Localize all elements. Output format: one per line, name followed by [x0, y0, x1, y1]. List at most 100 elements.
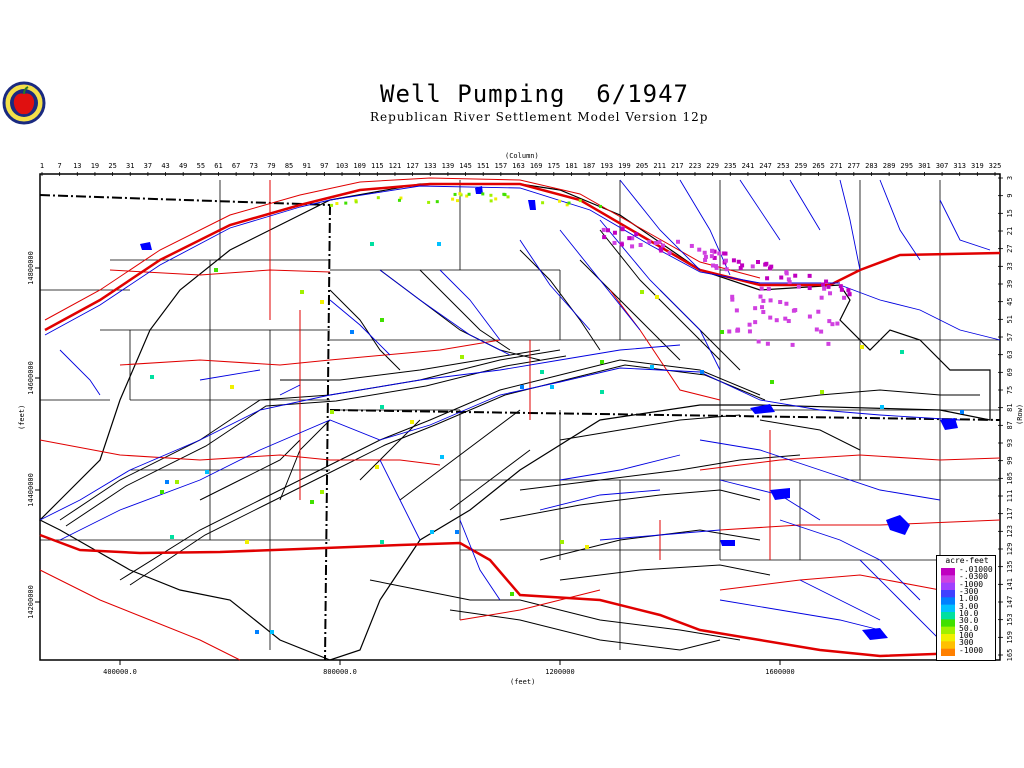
pumping-cell: [900, 350, 904, 354]
pumping-cell: [689, 243, 694, 248]
pumping-cell: [763, 262, 768, 267]
column-tick-label: 1: [40, 162, 44, 170]
pumping-cell: [747, 322, 752, 327]
column-tick-label: 37: [144, 162, 152, 170]
y-feet-ticks: 14800000 14600000 14400000 14200000: [27, 251, 40, 619]
column-tick-label: 253: [777, 162, 790, 170]
pumping-cell: [786, 277, 791, 282]
column-tick-label: 25: [108, 162, 116, 170]
pumping-cell: [310, 500, 314, 504]
column-tick-label: 115: [371, 162, 384, 170]
pumping-cell: [796, 284, 801, 289]
column-tick-label: 13: [73, 162, 81, 170]
pumping-cell: [619, 242, 624, 247]
pumping-cell: [835, 321, 840, 326]
pumping-cell: [790, 342, 795, 347]
column-tick-label: 73: [250, 162, 258, 170]
pumping-cell: [653, 240, 658, 245]
column-tick-label: 259: [795, 162, 808, 170]
pumping-cell: [638, 242, 643, 247]
x-feet-ticks: 400000.0 800000.0 1200000 1600000: [103, 660, 795, 676]
pumping-cell: [768, 315, 773, 320]
legend-label: -1000: [959, 645, 984, 655]
pumping-cell: [410, 420, 414, 424]
column-tick-label: 307: [936, 162, 949, 170]
pumping-cell: [766, 286, 771, 291]
pumping-cell: [655, 295, 659, 299]
pumping-cell: [778, 300, 783, 305]
pumping-cell: [769, 264, 774, 269]
pumping-cell: [819, 329, 824, 334]
pumping-cell: [960, 410, 964, 414]
pumping-cell: [453, 192, 457, 196]
rivers: [39, 179, 1001, 641]
pumping-cell: [170, 535, 174, 539]
pumping-cell: [205, 470, 209, 474]
row-tick-label: 51: [1006, 315, 1014, 323]
row-tick-label: 105: [1006, 472, 1014, 485]
pumping-cell: [847, 292, 852, 297]
pumping-cell: [435, 200, 439, 204]
legend-swatch: [941, 597, 955, 605]
pumping-cell: [820, 390, 824, 394]
y-feet-tick-label: 14400000: [27, 473, 35, 507]
pumping-cell: [550, 385, 554, 389]
pumping-cell: [761, 298, 766, 303]
row-tick-label: 153: [1006, 613, 1014, 626]
pumping-cell: [723, 258, 728, 263]
column-tick-label: 133: [424, 162, 437, 170]
pumping-cell: [807, 314, 812, 319]
pumping-cell: [819, 295, 824, 300]
pumping-cell: [657, 240, 662, 245]
pumping-cell: [612, 230, 617, 235]
legend-swatch: [941, 626, 955, 635]
pumping-cell: [783, 316, 788, 321]
row-tick-label: 33: [1006, 262, 1014, 270]
column-tick-label: 211: [653, 162, 666, 170]
pumping-cell: [541, 201, 545, 205]
legend-swatch: [941, 575, 955, 583]
pumping-cell: [600, 390, 604, 394]
column-tick-label: 235: [724, 162, 737, 170]
legend-swatch: [941, 582, 955, 591]
row-tick-label: 99: [1006, 456, 1014, 464]
pumping-cell: [320, 490, 324, 494]
row-tick-label: 135: [1006, 560, 1014, 573]
column-tick-label: 277: [847, 162, 860, 170]
pumping-cell: [774, 318, 779, 323]
legend-label: -300: [959, 587, 979, 596]
pumping-cell: [827, 319, 832, 324]
pumping-cell: [330, 410, 334, 414]
column-tick-label: 67: [232, 162, 240, 170]
pumping-cell: [376, 196, 380, 200]
pumping-cell: [354, 200, 358, 204]
row-tick-label: 81: [1006, 403, 1014, 411]
pumping-cell: [793, 308, 798, 313]
pumping-cell: [770, 380, 774, 384]
column-tick-label: 127: [406, 162, 419, 170]
column-tick-label: 31: [126, 162, 134, 170]
pumping-cell: [734, 308, 739, 313]
legend-label: 100: [959, 631, 974, 640]
pumping-cell: [502, 192, 506, 196]
column-tick-label: 271: [830, 162, 843, 170]
x-feet-axis-label: (feet): [510, 678, 535, 686]
legend-swatch: [941, 619, 955, 627]
column-tick-label: 85: [285, 162, 293, 170]
pumping-cell: [380, 540, 384, 544]
pumping-cell: [712, 249, 717, 254]
pumping-cell: [758, 294, 763, 299]
pumping-cell: [560, 540, 564, 544]
pumping-cell: [650, 365, 654, 369]
stream-cell-outlines: [59, 229, 980, 651]
pumping-cell: [730, 297, 735, 302]
x-feet-tick-label: 1600000: [765, 668, 795, 676]
column-tick-label: 247: [759, 162, 772, 170]
pumping-cell: [630, 244, 635, 249]
pumping-cell: [676, 239, 681, 244]
row-tick-label: 27: [1006, 244, 1014, 252]
pumping-cell: [826, 284, 831, 289]
pumping-cell: [727, 329, 732, 334]
x-feet-tick-label: 800000.0: [323, 668, 357, 676]
row-tick-label: 123: [1006, 525, 1014, 538]
